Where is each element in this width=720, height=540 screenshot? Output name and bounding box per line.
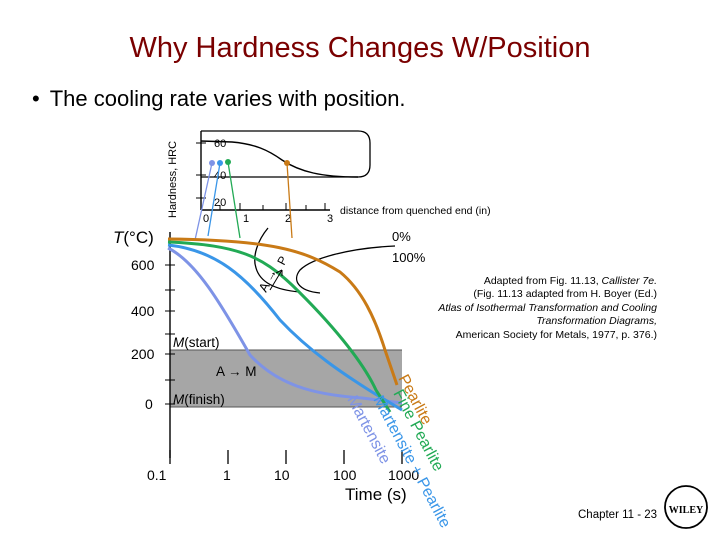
hardness-ytick-label: 40 (214, 170, 226, 182)
chapter-footer: Chapter 11 - 23 (578, 509, 658, 521)
bullet-text: • The cooling rate varies with position. (32, 86, 406, 112)
hardness-plot: Hardness, HRC 60 40 20 0 1 2 3 distance … (167, 130, 491, 241)
ttt-xtick-label: 100 (333, 467, 357, 483)
ttt-curve-start (254, 227, 301, 293)
ttt-xtick-label: 1 (223, 467, 231, 483)
m-finish-symbol: M (173, 392, 185, 407)
connector-martensite (194, 162, 213, 241)
m-finish-label: M(finish) (173, 392, 225, 407)
wiley-logo: WILEY (664, 485, 708, 529)
pct-0-label: 0% (392, 229, 411, 244)
hardness-xtick-label: 1 (243, 213, 249, 225)
m-start-text: (start) (184, 335, 219, 350)
bullet-label: The cooling rate varies with position. (49, 86, 406, 111)
ttt-xtick-label: 1000 (388, 467, 419, 483)
logo-ring (664, 485, 708, 529)
ttt-ylabel-unit: (°C) (123, 228, 153, 247)
ttt-ylabel-symbol: T (113, 228, 125, 247)
p-label: P (274, 254, 290, 268)
hardness-xtick-label: 0 (203, 213, 209, 225)
hardness-xtick-label: 3 (327, 213, 333, 225)
m-finish-text: (finish) (184, 392, 225, 407)
slide-title: Why Hardness Changes W/Position (129, 32, 591, 64)
hardness-curve (200, 140, 359, 178)
credit-line1: Adapted from Fig. 11.13, (483, 275, 602, 287)
credit-line1-italic: Callister 7e. (601, 275, 657, 287)
credit-line2: (Fig. 11.13 adapted from H. Boyer (Ed.) (473, 288, 657, 301)
a-to-m-label: A → M (216, 364, 257, 379)
figure-credit: Adapted from Fig. 11.13, Callister 7e. (… (425, 275, 657, 342)
connector-pearlite (286, 162, 293, 239)
ttt-xlabel: Time (s) (345, 485, 407, 504)
cooling-curve-martensite-pearlite (167, 243, 403, 412)
jominy-bar-outline (201, 130, 371, 178)
a-to-p-arrowhead (275, 269, 283, 276)
connector-fine-pearlite (227, 161, 241, 239)
ttt-ylabel: T(°C) (113, 228, 154, 247)
ttt-diagram: T(°C) 600 400 200 0 0.1 1 10 100 1000 Ti… (113, 227, 454, 531)
hardness-ylabel: Hardness, HRC (167, 141, 179, 218)
ttt-ytick-label: 400 (131, 303, 155, 319)
a-to-p-arrow (269, 269, 283, 291)
bullet-symbol: • (32, 86, 40, 111)
ttt-curve-finish (296, 245, 396, 294)
m-start-symbol: M (173, 335, 185, 350)
ttt-xtick-label: 0.1 (147, 467, 167, 483)
ttt-ytick-label: 0 (145, 396, 153, 412)
cooling-curve-martensite (167, 246, 403, 405)
hardness-ytick-label: 20 (214, 197, 226, 209)
hardness-xtick-label: 2 (285, 213, 291, 225)
ttt-xtick-label: 10 (274, 467, 290, 483)
hardness-ytick-label: 60 (214, 138, 226, 150)
cooling-curve-pearlite (167, 237, 399, 386)
ttt-ytick-label: 200 (131, 346, 155, 362)
pct-100-label: 100% (392, 250, 426, 265)
logo-letters: WILEY (669, 505, 704, 516)
ttt-ytick-label: 600 (131, 257, 155, 273)
connector-martensite-pearlite (207, 162, 221, 237)
hardness-xlabel: distance from quenched end (in) (340, 205, 491, 217)
credit-line3: Atlas of Isothermal Transformation and C… (438, 301, 657, 328)
credit-line4: American Society for Metals, 1977, p. 37… (455, 328, 657, 341)
m-start-label: M(start) (173, 335, 220, 350)
cooling-curve-fine-pearlite (167, 240, 392, 413)
